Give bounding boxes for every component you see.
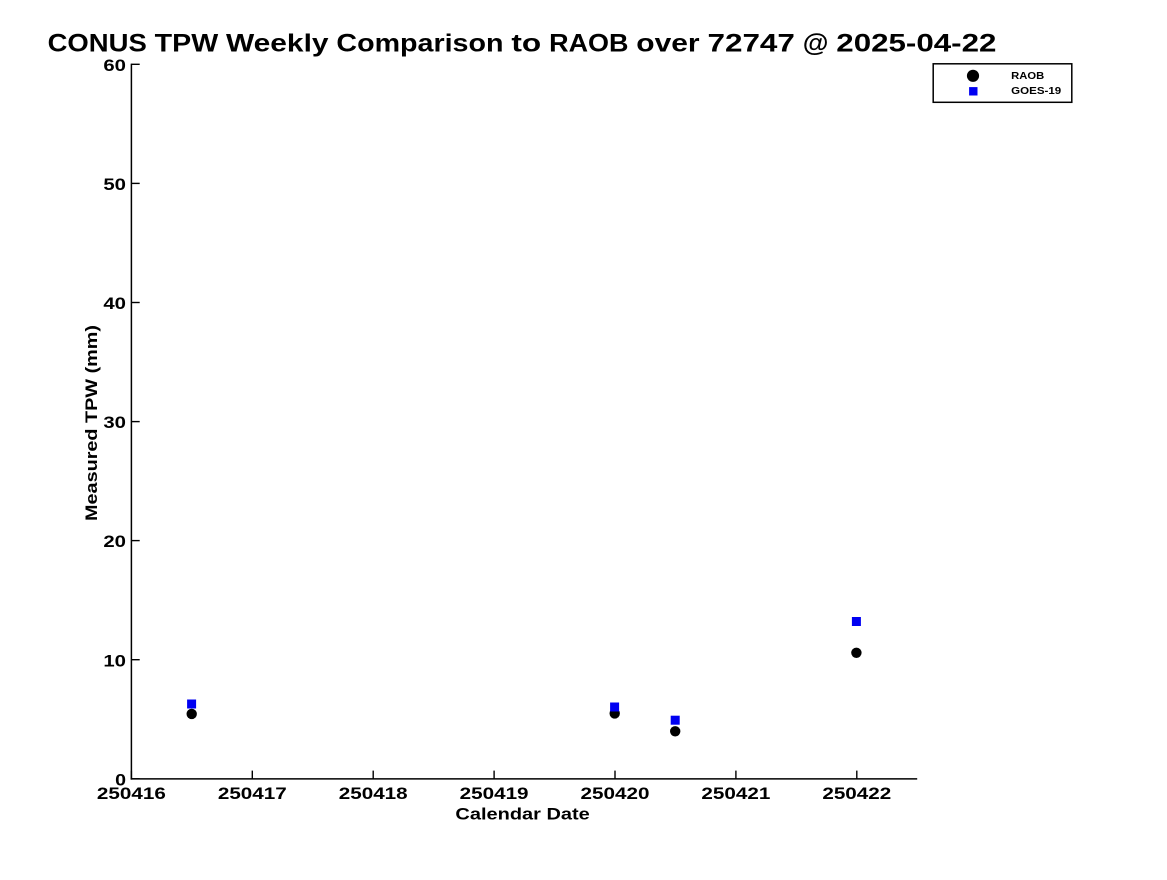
svg-text:250422: 250422 [822,784,891,803]
svg-text:to: to [511,30,541,58]
svg-text:Measured TPW (mm): Measured TPW (mm) [82,325,101,521]
svg-text:60: 60 [103,56,126,75]
svg-text:250421: 250421 [701,784,770,803]
svg-text:50: 50 [103,175,126,194]
svg-text:20: 20 [103,532,126,551]
svg-text:2025-04-22: 2025-04-22 [836,30,996,58]
svg-text:@: @ [803,30,829,58]
svg-text:250419: 250419 [460,784,529,803]
svg-text:250417: 250417 [218,784,287,803]
svg-text:40: 40 [103,294,126,313]
svg-text:Comparison: Comparison [336,30,503,58]
svg-text:72747: 72747 [708,30,795,58]
svg-text:RAOB: RAOB [549,30,628,58]
svg-text:over: over [636,30,699,58]
svg-text:0: 0 [115,770,126,789]
svg-text:250420: 250420 [581,784,650,803]
svg-text:TPW: TPW [155,30,219,58]
svg-text:250418: 250418 [339,784,408,803]
svg-text:Calendar Date: Calendar Date [455,804,589,823]
svg-text:Weekly: Weekly [226,30,329,58]
svg-text:10: 10 [103,651,126,670]
svg-text:30: 30 [103,413,126,432]
svg-text:RAOB: RAOB [1011,70,1044,82]
svg-text:CONUS: CONUS [48,30,147,58]
svg-text:250416: 250416 [97,784,166,803]
svg-text:GOES-19: GOES-19 [1011,85,1061,97]
